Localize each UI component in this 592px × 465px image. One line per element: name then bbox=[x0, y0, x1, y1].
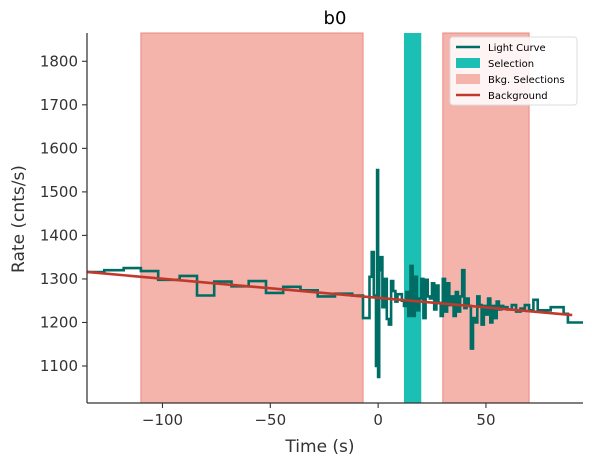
y-tick-label: 1600 bbox=[40, 139, 78, 157]
legend-label: Background bbox=[488, 91, 548, 102]
background-fit-line bbox=[86, 270, 573, 317]
legend-label: Light Curve bbox=[488, 43, 546, 54]
legend-label: Selection bbox=[488, 59, 534, 70]
legend-frame bbox=[449, 36, 578, 106]
x-axis-ticks: −100 −50 0 50 bbox=[142, 403, 496, 429]
x-axis-title: Time (s) bbox=[284, 437, 354, 457]
x-tick-label: 50 bbox=[476, 411, 495, 429]
y-axis-title: Rate (cnts/s) bbox=[9, 165, 29, 273]
y-tick-label: 1800 bbox=[40, 52, 78, 70]
x-tick-label: −50 bbox=[254, 411, 286, 429]
legend: Light Curve Selection Bkg. Selections Backg… bbox=[449, 36, 578, 106]
y-tick-label: 1300 bbox=[40, 270, 78, 288]
selection-band bbox=[404, 33, 422, 403]
y-tick-label: 1500 bbox=[40, 183, 78, 201]
legend-patch-swatch bbox=[456, 74, 480, 84]
y-tick-label: 1400 bbox=[40, 226, 78, 244]
legend-entry: Background bbox=[456, 91, 548, 102]
background-fit-series bbox=[86, 270, 573, 317]
bkg-selection-region-1 bbox=[140, 32, 364, 404]
legend-entry: Light Curve bbox=[456, 43, 546, 54]
y-tick-label: 1700 bbox=[40, 96, 78, 114]
selection-region bbox=[404, 33, 422, 403]
x-tick-label: −100 bbox=[142, 411, 183, 429]
chart-title: b0 bbox=[324, 8, 347, 29]
y-tick-label: 1100 bbox=[40, 357, 78, 375]
axes bbox=[86, 33, 583, 404]
legend-entry: Selection bbox=[456, 58, 534, 70]
legend-label: Bkg. Selections bbox=[488, 75, 565, 86]
y-axis-ticks: 1100 1200 1300 1400 1500 1600 1700 1800 bbox=[40, 52, 87, 375]
x-tick-label: 0 bbox=[373, 411, 383, 429]
legend-entry: Bkg. Selections bbox=[456, 74, 565, 86]
legend-patch-swatch bbox=[456, 58, 480, 68]
y-tick-label: 1200 bbox=[40, 313, 78, 331]
